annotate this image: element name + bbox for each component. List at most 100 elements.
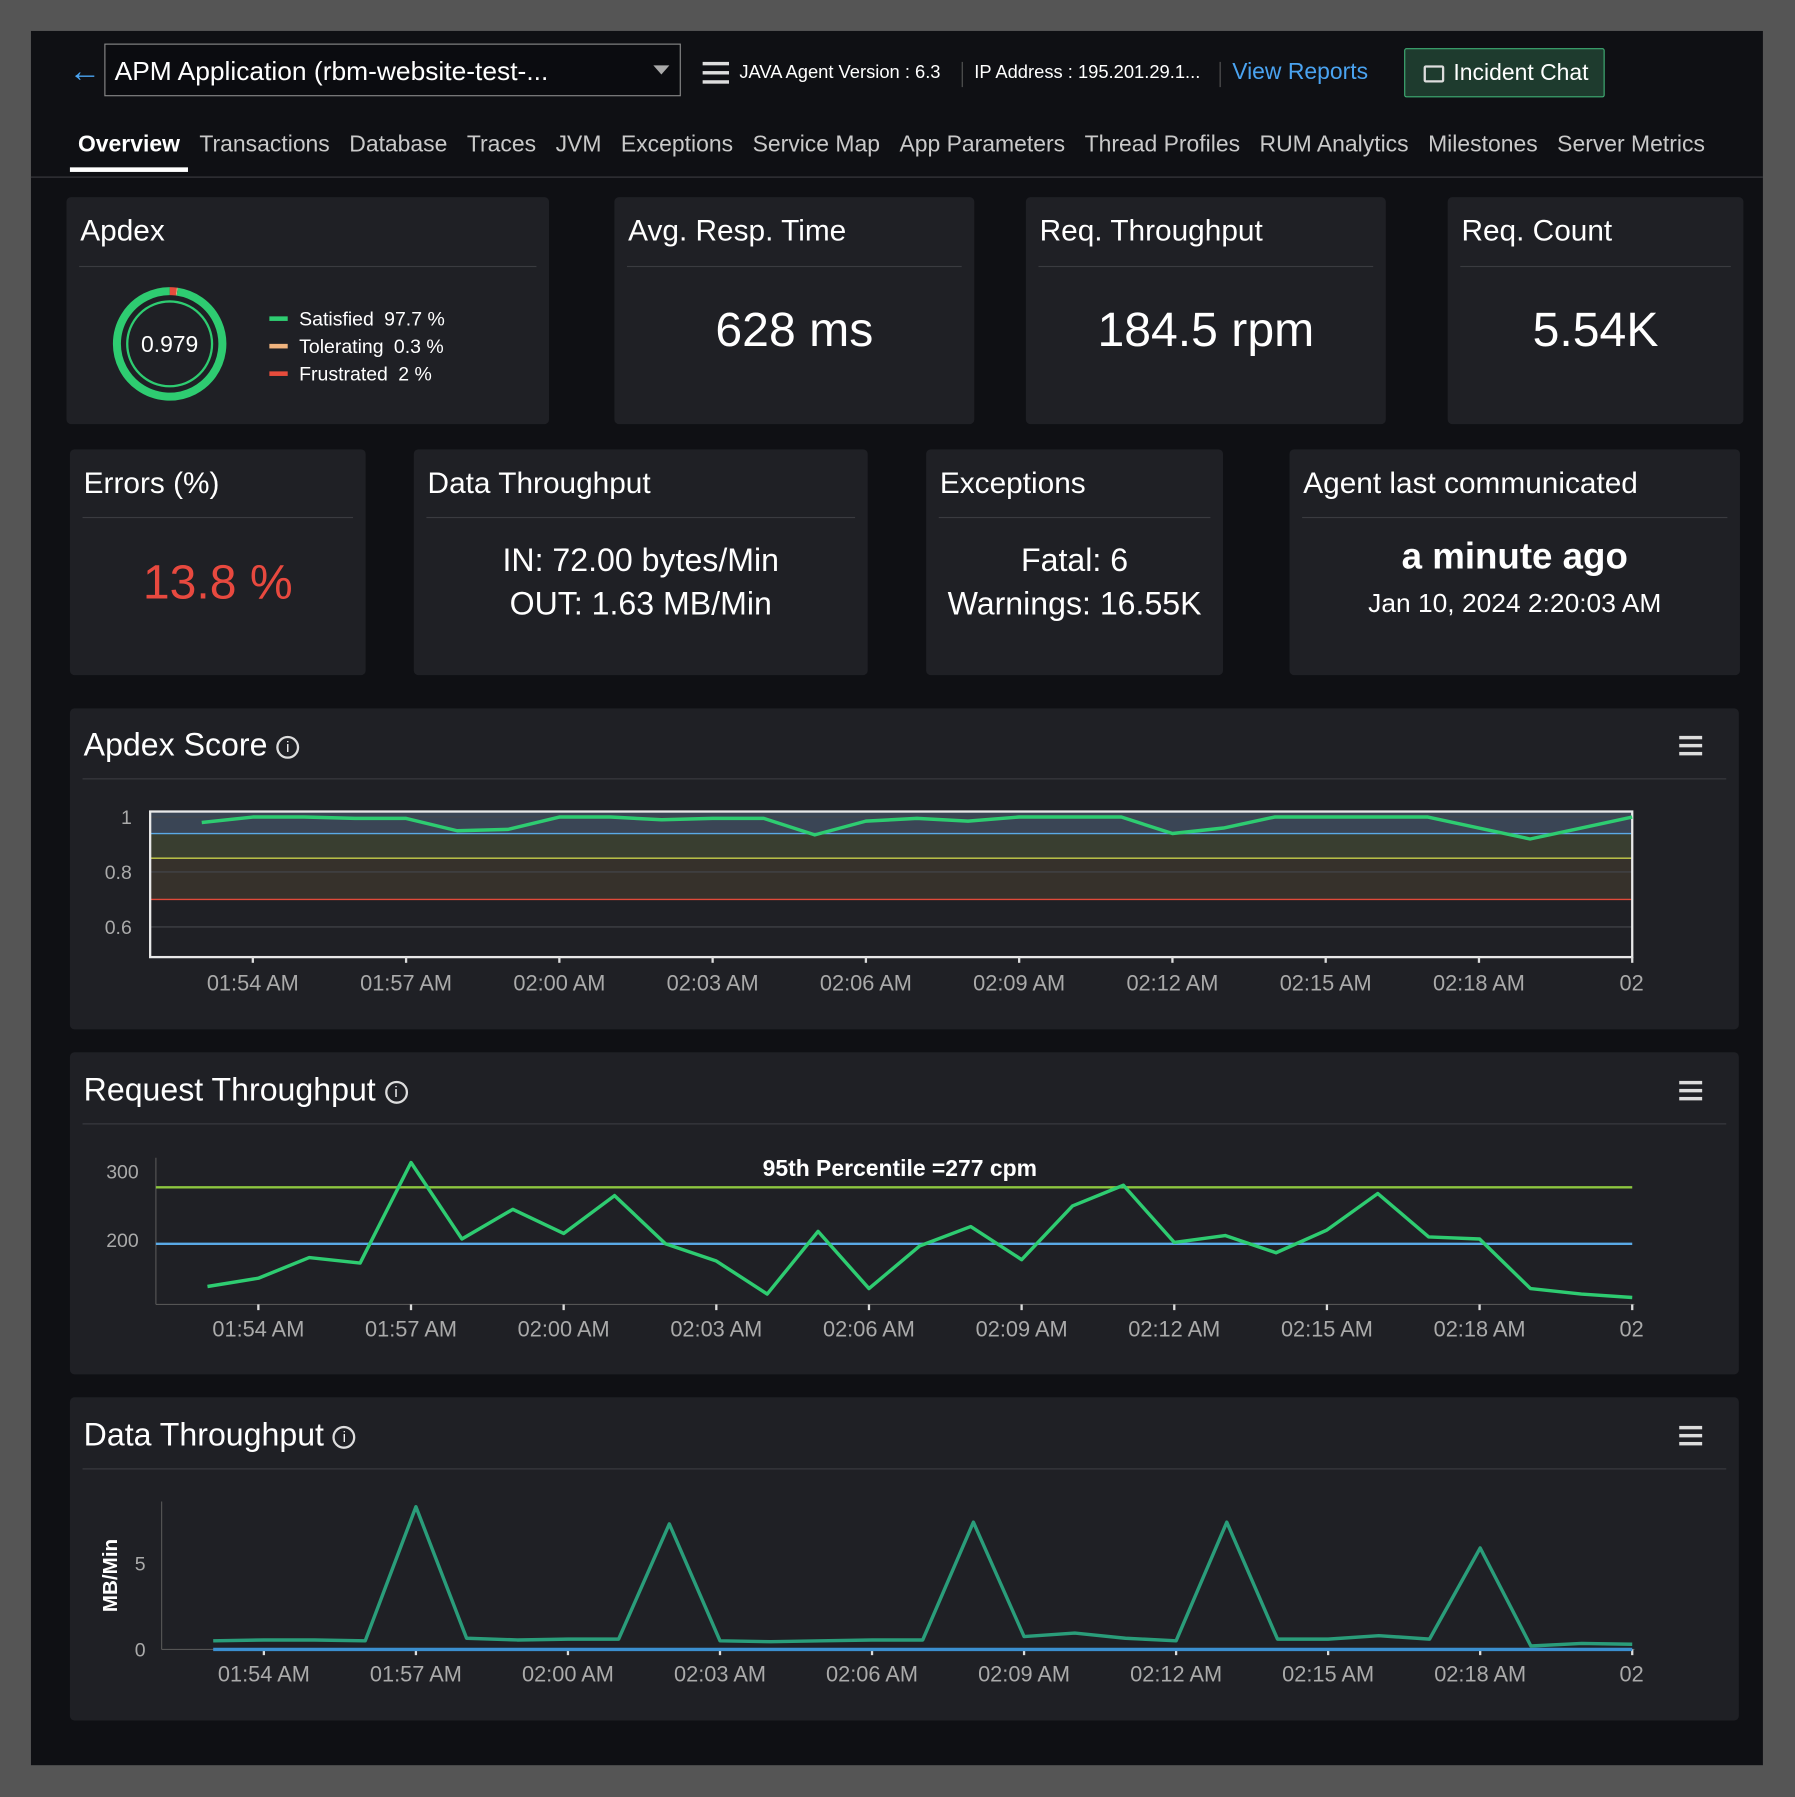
x-tick-label: 01:54 AM bbox=[212, 1317, 304, 1342]
x-tick-label: 02:12 AM bbox=[1126, 970, 1218, 995]
x-tick-label: 02:15 AM bbox=[1281, 1317, 1373, 1342]
metric-value: Fatal: 6 bbox=[1021, 542, 1129, 578]
legend-label: Tolerating bbox=[299, 336, 383, 358]
metric-card: Exceptions Fatal: 6 Warnings: 16.55K bbox=[926, 449, 1224, 676]
timestamp: Jan 10, 2024 2:20:03 AM bbox=[1368, 588, 1662, 618]
app-name: APM Application (rbm-website-test-... bbox=[114, 56, 549, 86]
metric-value: Warnings: 16.55K bbox=[947, 585, 1202, 622]
tab[interactable]: Server Metrics bbox=[1557, 131, 1705, 158]
x-tick-label: 02:00 AM bbox=[522, 1662, 614, 1687]
legend-swatch bbox=[269, 343, 288, 349]
x-tick-label: 01:57 AM bbox=[360, 970, 452, 995]
plot-frame bbox=[149, 810, 1634, 959]
x-tick-label: 02:06 AM bbox=[823, 1317, 915, 1342]
tab[interactable]: Transactions bbox=[199, 131, 330, 158]
tab[interactable]: App Parameters bbox=[899, 131, 1066, 158]
y-tick-label: 0.8 bbox=[105, 862, 132, 884]
agent-version: JAVA Agent Version : 6.3 bbox=[739, 63, 941, 83]
title-text: Apdex Score bbox=[83, 726, 268, 763]
x-tick-label: 02:15 AM bbox=[1282, 1662, 1374, 1687]
series-line bbox=[213, 1504, 1633, 1648]
panel-menu[interactable] bbox=[1679, 1425, 1703, 1430]
metric-card: Avg. Resp. Time 628 ms bbox=[614, 197, 975, 425]
metric-card: Errors (%) 13.8 % bbox=[69, 449, 366, 676]
view-reports-link[interactable]: View Reports bbox=[1232, 59, 1369, 85]
series-line bbox=[201, 815, 1633, 841]
x-tick-label: 02:03 AM bbox=[667, 970, 759, 995]
separator bbox=[1038, 265, 1374, 268]
tab[interactable]: JVM bbox=[555, 131, 602, 158]
menu-icon[interactable] bbox=[702, 61, 730, 66]
tab-bar: Overview Transactions Database Traces JVM Exc… bbox=[69, 128, 1716, 172]
x-tick-label: 01:54 AM bbox=[218, 1662, 310, 1687]
tab[interactable]: Overview bbox=[69, 128, 188, 172]
x-tick-label: 02:06 AM bbox=[820, 970, 912, 995]
x-tick-label: 02:12 AM bbox=[1128, 1317, 1220, 1342]
separator bbox=[1460, 265, 1731, 268]
incident-chat-button[interactable]: Incident Chat bbox=[1404, 48, 1605, 98]
tab[interactable]: Database bbox=[349, 131, 448, 158]
info-icon[interactable]: i bbox=[384, 1080, 408, 1104]
info-icon[interactable]: i bbox=[332, 1425, 356, 1449]
metric-card: Req. Throughput 184.5 rpm bbox=[1025, 197, 1386, 425]
x-tick-label: 02:09 AM bbox=[976, 1317, 1068, 1342]
metric-card: Req. Count 5.54K bbox=[1447, 197, 1744, 425]
donut-segment bbox=[112, 287, 227, 401]
tab[interactable]: Traces bbox=[466, 131, 537, 158]
y-tick-label: 300 bbox=[106, 1161, 139, 1183]
x-tick-label: 02:12 AM bbox=[1130, 1662, 1222, 1687]
button-label: Incident Chat bbox=[1453, 60, 1589, 86]
x-tick-label: 02:03 AM bbox=[670, 1317, 762, 1342]
tab[interactable]: RUM Analytics bbox=[1259, 131, 1409, 158]
metric-card: Data Throughput IN: 72.00 bytes/Min OUT:… bbox=[413, 449, 868, 676]
info-icon[interactable]: i bbox=[276, 735, 300, 759]
back-arrow[interactable]: ← bbox=[68, 52, 101, 89]
donut-inner-ring bbox=[126, 300, 214, 388]
metric-value: OUT: 1.63 MB/Min bbox=[509, 585, 772, 622]
panel-menu[interactable] bbox=[1679, 1080, 1703, 1085]
metric-value: a minute ago bbox=[1401, 535, 1628, 577]
separator bbox=[1302, 516, 1728, 519]
y-tick-label: 0.6 bbox=[105, 917, 132, 939]
tab[interactable]: Service Map bbox=[752, 131, 880, 158]
app-selector[interactable]: APM Application (rbm-website-test-... bbox=[104, 43, 681, 97]
metric-value: 628 ms bbox=[715, 302, 874, 357]
card-title: Apdex bbox=[80, 213, 165, 248]
legend-label: Frustrated bbox=[299, 364, 388, 386]
x-tick-label: 02:09 AM bbox=[973, 970, 1065, 995]
x-tick-label: 02:09 AM bbox=[978, 1662, 1070, 1687]
threshold-band bbox=[150, 811, 1633, 834]
panel-menu[interactable] bbox=[1679, 735, 1703, 740]
tab[interactable]: Milestones bbox=[1428, 131, 1538, 158]
series-line bbox=[207, 1160, 1633, 1300]
separator bbox=[82, 516, 354, 519]
metric-value: 13.8 % bbox=[142, 554, 293, 609]
donut-center-label: 0.979 bbox=[141, 331, 198, 357]
threshold-band bbox=[150, 858, 1633, 900]
y-tick-label: 200 bbox=[106, 1230, 139, 1252]
x-tick-label: 01:57 AM bbox=[365, 1317, 457, 1342]
card-title: Avg. Resp. Time bbox=[628, 213, 847, 248]
divider bbox=[1219, 61, 1221, 88]
tab[interactable]: Exceptions bbox=[620, 131, 734, 158]
metric-value: 5.54K bbox=[1532, 302, 1659, 357]
x-tick-label: 02 bbox=[1619, 1317, 1643, 1342]
panel-title: Apdex Score i bbox=[84, 727, 300, 764]
tab[interactable]: Thread Profiles bbox=[1084, 131, 1241, 158]
separator bbox=[626, 265, 962, 268]
card-title: Agent last communicated bbox=[1303, 465, 1638, 500]
legend-swatch bbox=[269, 371, 288, 376]
chart-panel: Request Throughput i bbox=[69, 1052, 1739, 1375]
x-tick-label: 02:15 AM bbox=[1280, 970, 1372, 995]
y-axis-label: MB/Min bbox=[99, 1539, 122, 1612]
tab-divider bbox=[30, 176, 1763, 178]
panel-title: Request Throughput i bbox=[84, 1072, 408, 1109]
x-tick-label: 02 bbox=[1619, 970, 1643, 995]
x-tick-label: 02:00 AM bbox=[513, 970, 605, 995]
card-title: Errors (%) bbox=[83, 465, 220, 500]
title-text: Request Throughput bbox=[83, 1071, 376, 1108]
title-text: Data Throughput bbox=[83, 1416, 324, 1453]
metric-value: IN: 72.00 bytes/Min bbox=[502, 542, 779, 578]
x-tick-label: 02:00 AM bbox=[518, 1317, 610, 1342]
